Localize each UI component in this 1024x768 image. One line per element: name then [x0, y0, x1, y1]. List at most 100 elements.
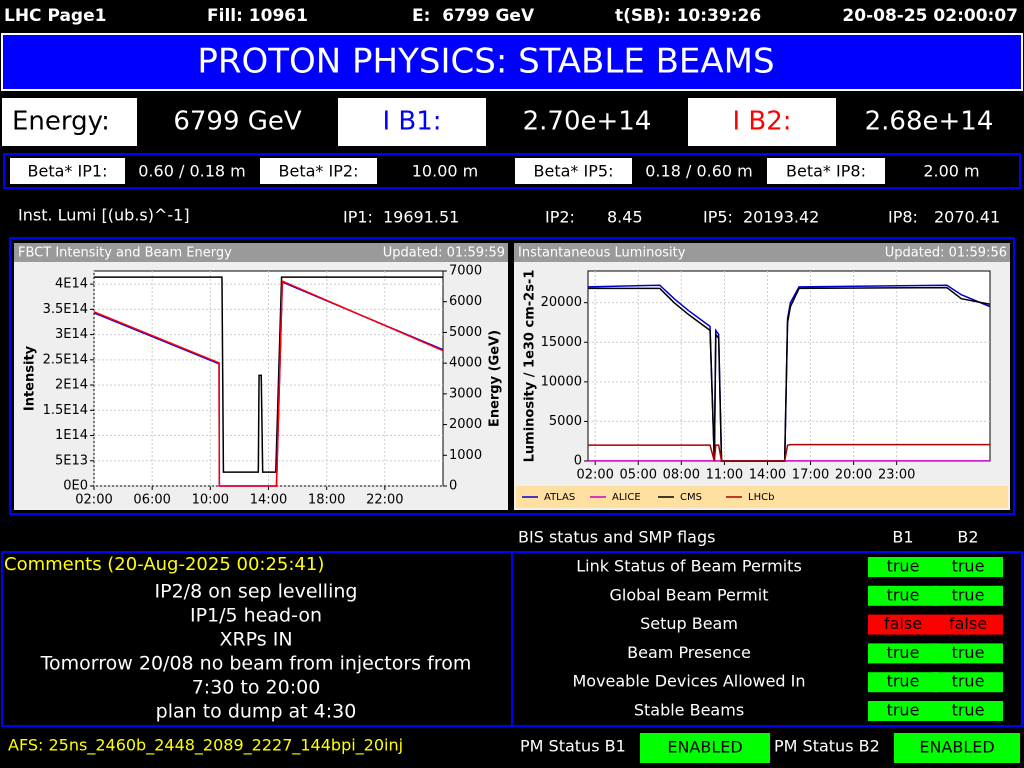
- flag-value: false: [884, 614, 922, 633]
- flag-label: Global Beam Permit: [610, 585, 769, 604]
- flag-cell: [933, 557, 1003, 577]
- beta-value: 2.00 m: [923, 162, 979, 181]
- chart-title: Instantaneous Luminosity: [518, 246, 686, 261]
- beam-value: 2.70e+14: [523, 107, 652, 137]
- y-tick-label: 2.5E14: [43, 352, 88, 367]
- y2-tick-label: 4000: [449, 356, 482, 371]
- y-axis-title: Luminosity / 1e30 cm-2s-1: [523, 270, 538, 463]
- flag-cell: [868, 672, 938, 693]
- y-tick-label: 5E13: [55, 453, 88, 468]
- flag-value: true: [887, 701, 920, 720]
- pm-value: ENABLED: [919, 738, 994, 757]
- pm-label: PM Status B1: [520, 737, 626, 756]
- beta-label-cell: [515, 158, 632, 184]
- y2-tick-label: 5000: [449, 325, 482, 340]
- y-tick-label: 2E14: [55, 378, 88, 393]
- flag-cell: [933, 614, 1003, 635]
- flags-column: B2: [957, 528, 978, 547]
- y-tick-label: 3.5E14: [43, 302, 88, 317]
- flag-cell: [868, 643, 938, 664]
- flags-title: BIS status and SMP flags: [518, 528, 715, 547]
- beta-box: [3, 153, 1021, 189]
- header-page: LHC Page1: [4, 6, 106, 26]
- chart-title-bar: [14, 243, 508, 262]
- y-tick-label: 5000: [549, 414, 582, 429]
- y2-tick-label: 6000: [449, 294, 482, 309]
- x-tick-label: 06:00: [133, 493, 170, 508]
- flag-value: true: [887, 672, 920, 691]
- comments-title: Comments (20-Aug-2025 00:25:41): [4, 554, 324, 575]
- beta-value: 10.00 m: [412, 162, 478, 181]
- flag-value: true: [952, 672, 985, 691]
- y2-tick-label: 0: [449, 479, 457, 494]
- header-fill: Fill: 10961: [207, 6, 308, 26]
- lumi-value: 2070.41: [934, 208, 1000, 227]
- beam-label-cell: [338, 98, 486, 146]
- y-tick-label: 0: [574, 454, 582, 469]
- chart-title: FBCT Intensity and Beam Energy: [18, 246, 232, 261]
- lumi-value: 19691.51: [383, 208, 459, 227]
- beam-label-cell: [688, 98, 836, 146]
- flag-value: true: [952, 557, 985, 576]
- x-tick-label: 17:00: [792, 468, 829, 483]
- legend-band: [516, 486, 1008, 508]
- comment-line: plan to dump at 4:30: [156, 701, 357, 723]
- beta-value: 0.60 / 0.18 m: [138, 162, 245, 181]
- pm-label: PM Status B2: [774, 737, 880, 756]
- x-tick-label: 05:00: [620, 468, 657, 483]
- y2-axis-title: Energy (GeV): [488, 330, 503, 427]
- legend-label: ATLAS: [544, 492, 575, 503]
- chart-updated: Updated: 01:59:59: [383, 246, 505, 261]
- flag-cell: [933, 701, 1003, 721]
- header-energy: E: 6799 GeV: [412, 6, 535, 26]
- beta-label: Beta* IP5:: [534, 162, 614, 181]
- beta-label: Beta* IP1:: [28, 162, 108, 181]
- flag-value: true: [887, 557, 920, 576]
- pm-cell: [640, 733, 770, 763]
- flag-label: Setup Beam: [640, 614, 738, 633]
- y2-tick-label: 7000: [449, 264, 482, 279]
- series-line: [94, 276, 443, 473]
- flags-column: B1: [892, 528, 913, 547]
- flag-cell: [933, 643, 1003, 664]
- lumi-value: 8.45: [607, 208, 643, 227]
- beam-label: I B2:: [732, 107, 791, 137]
- x-tick-label: 14:00: [749, 468, 786, 483]
- beta-label: Beta* IP2:: [279, 162, 359, 181]
- x-tick-label: 08:00: [663, 468, 700, 483]
- beta-label-cell: [767, 158, 885, 184]
- y-tick-label: 4E14: [55, 277, 88, 292]
- header-tsb: t(SB): 10:39:26: [615, 6, 761, 26]
- y-tick-label: 15000: [541, 335, 582, 350]
- plot-area: [93, 270, 444, 487]
- y2-tick-label: 1000: [449, 448, 482, 463]
- beta-value: 0.18 / 0.60 m: [645, 162, 752, 181]
- comment-line: 7:30 to 20:00: [192, 677, 321, 699]
- beta-label-cell: [260, 158, 377, 184]
- flag-label: Link Status of Beam Permits: [576, 557, 802, 576]
- pm-value: ENABLED: [667, 738, 742, 757]
- flag-cell: [868, 557, 938, 577]
- banner-text: PROTON PHYSICS: STABLE BEAMS: [197, 42, 774, 82]
- beta-label-cell: [10, 158, 125, 184]
- flag-value: true: [887, 585, 920, 604]
- legend-label: CMS: [680, 492, 702, 503]
- y-tick-label: 3E14: [55, 327, 88, 342]
- y-tick-label: 20000: [541, 295, 582, 310]
- flag-cell: [933, 672, 1003, 693]
- lumi-ip: IP2:: [545, 208, 575, 227]
- x-tick-label: 20:00: [835, 468, 872, 483]
- x-tick-label: 14:00: [250, 493, 287, 508]
- beta-label: Beta* IP8:: [786, 162, 866, 181]
- flags-box: [511, 551, 1023, 727]
- x-tick-label: 22:00: [366, 493, 403, 508]
- lumi-ip: IP5:: [703, 208, 733, 227]
- x-tick-label: 10:00: [192, 493, 229, 508]
- beam-value: 6799 GeV: [173, 107, 302, 137]
- flag-value: true: [952, 701, 985, 720]
- lumi-value: 20193.42: [743, 208, 819, 227]
- y-tick-label: 0E0: [63, 479, 88, 494]
- flag-label: Stable Beams: [634, 701, 744, 720]
